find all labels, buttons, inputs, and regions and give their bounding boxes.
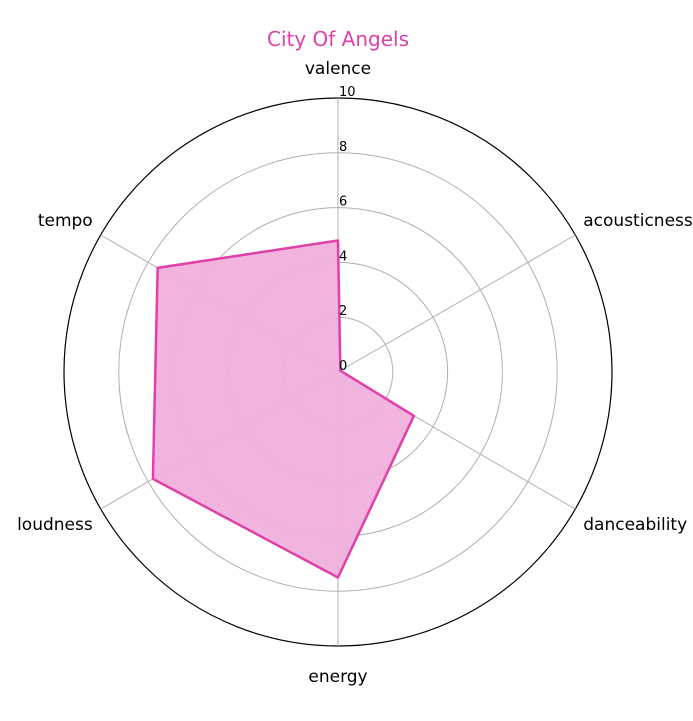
r-tick-label: 2 [339, 304, 347, 319]
axis-label-valence: valence [305, 59, 371, 79]
spoke-line [337, 234, 576, 373]
series-line [151, 239, 416, 579]
r-tick-label: 10 [339, 85, 356, 100]
r-tick-label: 6 [339, 195, 347, 210]
r-tick-label: 4 [339, 249, 347, 264]
axis-label-energy: energy [308, 667, 367, 687]
data-layer [151, 239, 416, 579]
axis-label-acousticness: acousticness [583, 211, 693, 231]
chart-title: City Of Angels [267, 27, 409, 51]
axis-label-danceability: danceability [583, 515, 687, 535]
r-tick-label: 0 [339, 359, 347, 374]
labels: 0 2 4 6 8 10 valence acousticness danceability en… [17, 59, 693, 687]
r-tick-label: 8 [339, 140, 347, 155]
series-area [152, 240, 414, 578]
axis-label-loudness: loudness [17, 515, 93, 535]
axis-label-tempo: tempo [38, 211, 93, 231]
